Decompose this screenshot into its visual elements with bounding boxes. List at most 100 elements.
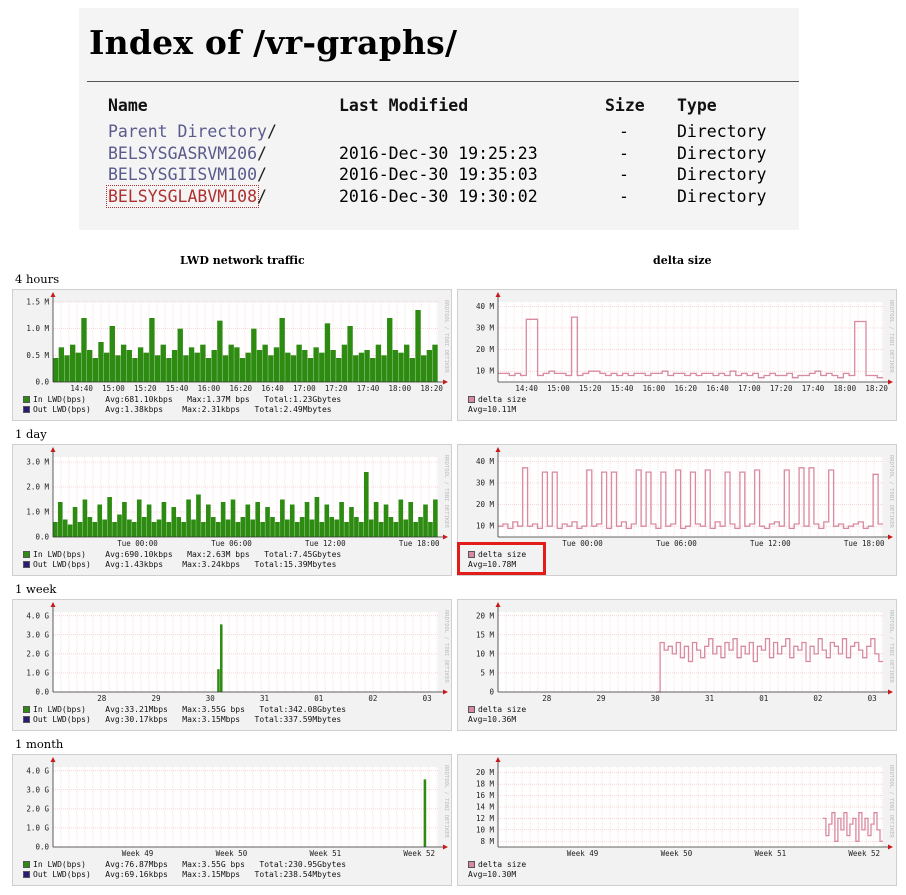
- delta-size-line: [498, 467, 883, 530]
- traffic-bar: [181, 522, 186, 537]
- traffic-graph-4-hours[interactable]: 1.5 M 1.0 M 0.5 M 0.0 14:40 15:00 15:20 15:40 16…: [12, 289, 452, 421]
- traffic-bar: [200, 344, 206, 382]
- y-tick-label: 20 M: [476, 611, 495, 620]
- x-tick-label: 15:40: [166, 384, 189, 393]
- x-tick-label: 17:40: [802, 384, 825, 393]
- traffic-bar: [222, 355, 229, 382]
- delta-graph-4-hours[interactable]: 40 M 30 M 20 M 10 M 14:40 15:00 15:20 15:40 16:0…: [457, 289, 897, 421]
- traffic-bar: [393, 522, 399, 537]
- traffic-bar: [370, 358, 376, 382]
- traffic-chart-4-hours: 1.5 M 1.0 M 0.5 M 0.0 14:40 15:00 15:20 15:40 16…: [26, 292, 449, 393]
- rrdtool-watermark: RRDTOOL / TOBI OETIKER: [443, 765, 449, 839]
- y-axis-arrow: [495, 447, 501, 452]
- legend-in: In LWD(bps) Avg:33.21Mbps Max:3.55G bps …: [33, 705, 347, 714]
- y-tick-label: 1.0 G: [26, 823, 49, 832]
- traffic-bar: [171, 507, 177, 537]
- dir-suffix: /: [266, 122, 277, 141]
- y-tick-label: 2.0 M: [26, 483, 49, 492]
- traffic-bar: [347, 326, 353, 382]
- traffic-bar: [177, 328, 183, 382]
- legend-delta: delta size: [478, 705, 527, 714]
- legend-in: In LWD(bps) Avg:690.10kbps Max:2.63M bps…: [33, 550, 342, 559]
- out-lwd-swatch: [23, 716, 30, 723]
- traffic-bar: [378, 522, 384, 537]
- delta-chart-4-hours: 40 M 30 M 20 M 10 M 14:40 15:00 15:20 15:40 16:0…: [476, 292, 894, 393]
- traffic-bar: [262, 344, 268, 382]
- traffic-graph-1-week[interactable]: 4.0 G 3.0 G 2.0 G 1.0 G 0.0 28 29 30 31 01 02 03 RRD…: [12, 599, 452, 731]
- y-tick-label: 18 M: [476, 780, 495, 789]
- rrdtool-watermark: RRDTOOL / TOBI OETIKER: [888, 765, 894, 839]
- traffic-bar: [270, 517, 275, 537]
- x-axis-arrow: [888, 534, 893, 540]
- x-tick-label: 28: [542, 694, 552, 703]
- delta-swatch: [468, 861, 475, 868]
- traffic-bar: [363, 472, 369, 537]
- x-tick-label: 16:40: [706, 384, 729, 393]
- delta-graph-1-month[interactable]: 20 M 18 M 16 M 14 M 12 M 10 M 8 M Week 49 Week 5…: [457, 754, 897, 886]
- in-lwd-swatch: [23, 706, 30, 713]
- y-axis-arrow: [495, 602, 501, 607]
- y-tick-label: 4.0 G: [26, 611, 49, 620]
- header-type[interactable]: Type: [677, 96, 717, 115]
- traffic-bar: [75, 352, 82, 382]
- x-tick-label: 16:40: [261, 384, 284, 393]
- traffic-bar: [136, 499, 142, 537]
- traffic-graph-1-day[interactable]: 3.0 M 2.0 M 1.0 M 0.0 Tue 00:00 Tue 06:00 Tue …: [12, 444, 452, 576]
- traffic-bar: [344, 522, 349, 537]
- traffic-bar: [353, 355, 359, 382]
- graph-legend: In LWD(bps) Avg:681.10kbps Max:1.37M bps…: [23, 395, 341, 415]
- x-tick-label: 01: [759, 694, 768, 703]
- y-tick-label: 3.0 G: [26, 630, 49, 639]
- traffic-bar: [245, 352, 251, 382]
- directory-link-belsysglabvm108[interactable]: BELSYSGLABVM108: [105, 185, 260, 208]
- traffic-bar: [307, 358, 314, 382]
- traffic-bar: [418, 517, 423, 537]
- y-axis-arrow: [50, 602, 56, 607]
- x-tick-label: 14:40: [70, 384, 93, 393]
- x-tick-label: 30: [206, 694, 216, 703]
- legend-delta-avg: Avg=10.11M: [468, 405, 517, 414]
- traffic-bar: [336, 358, 342, 382]
- x-tick-label: Tue 00:00: [562, 539, 603, 548]
- traffic-bar: [235, 522, 241, 537]
- legend-delta: delta size: [478, 860, 527, 869]
- y-tick-label: 0.0: [35, 688, 49, 697]
- legend-in: In LWD(bps) Avg:681.10kbps Max:1.37M bps…: [33, 395, 342, 404]
- delta-graph-1-day[interactable]: 40 M 30 M 20 M 10 M Tue 00:00 Tue 06:00 Tue 12…: [457, 444, 897, 576]
- traffic-bar: [309, 519, 315, 537]
- traffic-bar: [109, 326, 115, 382]
- traffic-chart-1-week: 4.0 G 3.0 G 2.0 G 1.0 G 0.0 28 29 30 31 01 02 03 RRD…: [26, 602, 449, 703]
- directory-link-belsysgiisvm100[interactable]: BELSYSGIISVM100: [108, 165, 258, 184]
- title-divider: [87, 81, 799, 82]
- traffic-bar: [364, 350, 370, 382]
- x-tick-label: 16:20: [229, 384, 252, 393]
- dir-suffix: /: [257, 165, 267, 184]
- traffic-bar: [324, 504, 330, 537]
- x-tick-label: 01: [314, 694, 323, 703]
- traffic-bar: [250, 519, 256, 537]
- y-tick-label: 2.0 G: [26, 649, 49, 658]
- header-size[interactable]: Size: [605, 96, 645, 115]
- header-last-modified[interactable]: Last Modified: [339, 96, 469, 115]
- y-tick-label: 3.0 M: [26, 458, 49, 467]
- traffic-bar: [230, 499, 236, 537]
- traffic-bar: [279, 318, 285, 382]
- table-row: BELSYSGLABVM108/: [105, 185, 267, 208]
- traffic-bar: [239, 358, 246, 382]
- delta-graph-1-week[interactable]: 20 M 15 M 10 M 5 M 0 28 29 30 31 01 02 03 RRDTOOL / …: [457, 599, 897, 731]
- y-tick-label: 30 M: [476, 323, 495, 332]
- directory-link-belsysgasrvm206[interactable]: BELSYSGASRVM206: [108, 144, 258, 163]
- x-tick-label: 17:20: [770, 384, 793, 393]
- row-modified: 2016-Dec-30 19:25:23: [339, 144, 538, 163]
- traffic-bar: [265, 507, 270, 537]
- x-tick-label: 16:00: [643, 384, 666, 393]
- header-name[interactable]: Name: [108, 96, 148, 115]
- traffic-bar: [132, 358, 138, 382]
- traffic-bar: [285, 352, 291, 382]
- traffic-graph-1-month[interactable]: 4.0 G 3.0 G 2.0 G 1.0 G 0.0 Week 49 Week 50 Wee…: [12, 754, 452, 886]
- traffic-bar: [82, 499, 88, 537]
- traffic-bar: [290, 355, 297, 382]
- row-modified: 2016-Dec-30 19:30:02: [339, 187, 538, 206]
- parent-directory-link[interactable]: Parent Directory: [108, 122, 267, 141]
- y-tick-label: 10 M: [476, 825, 495, 834]
